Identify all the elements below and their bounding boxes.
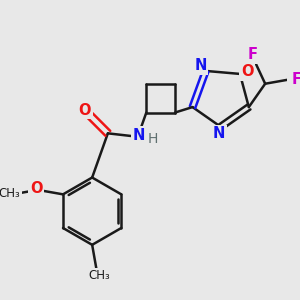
Text: F: F: [247, 47, 257, 62]
Text: O: O: [241, 64, 253, 79]
Text: N: N: [194, 58, 207, 73]
Text: N: N: [213, 126, 225, 141]
Text: O: O: [30, 181, 42, 196]
Text: F: F: [291, 72, 300, 87]
Text: H: H: [147, 132, 158, 146]
Text: CH₃: CH₃: [88, 269, 110, 282]
Text: CH₃: CH₃: [0, 187, 20, 200]
Text: O: O: [79, 103, 91, 118]
Text: N: N: [133, 128, 145, 142]
